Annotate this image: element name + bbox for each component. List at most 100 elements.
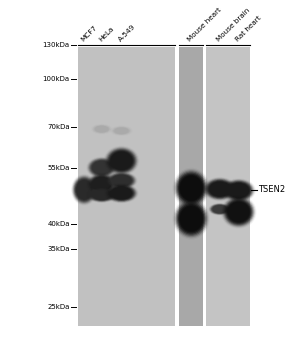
Ellipse shape bbox=[105, 184, 138, 203]
Ellipse shape bbox=[109, 150, 134, 172]
Ellipse shape bbox=[177, 203, 206, 235]
Ellipse shape bbox=[89, 174, 115, 194]
Ellipse shape bbox=[109, 186, 134, 200]
Ellipse shape bbox=[110, 151, 133, 170]
Text: TSEN2: TSEN2 bbox=[258, 185, 285, 194]
Ellipse shape bbox=[213, 205, 226, 213]
Ellipse shape bbox=[111, 152, 132, 170]
Ellipse shape bbox=[226, 200, 251, 224]
Ellipse shape bbox=[204, 178, 236, 201]
Ellipse shape bbox=[106, 172, 137, 189]
Ellipse shape bbox=[210, 204, 230, 215]
Ellipse shape bbox=[212, 205, 227, 214]
Ellipse shape bbox=[210, 204, 229, 215]
Ellipse shape bbox=[179, 205, 203, 232]
Ellipse shape bbox=[222, 179, 255, 202]
Ellipse shape bbox=[107, 148, 136, 173]
Ellipse shape bbox=[87, 187, 116, 203]
Ellipse shape bbox=[112, 126, 131, 135]
Ellipse shape bbox=[180, 176, 202, 200]
Text: 55kDa: 55kDa bbox=[47, 164, 70, 171]
Ellipse shape bbox=[88, 188, 115, 202]
Ellipse shape bbox=[209, 181, 231, 197]
Ellipse shape bbox=[177, 173, 206, 204]
Ellipse shape bbox=[106, 147, 137, 174]
Ellipse shape bbox=[223, 180, 254, 201]
Ellipse shape bbox=[206, 179, 234, 199]
Ellipse shape bbox=[93, 125, 110, 133]
Ellipse shape bbox=[178, 174, 204, 202]
Ellipse shape bbox=[95, 126, 108, 132]
Ellipse shape bbox=[74, 177, 94, 202]
Ellipse shape bbox=[174, 199, 209, 238]
Text: MCF7: MCF7 bbox=[80, 25, 98, 43]
Ellipse shape bbox=[222, 196, 255, 228]
Text: 100kDa: 100kDa bbox=[43, 76, 70, 82]
Ellipse shape bbox=[108, 149, 135, 172]
Ellipse shape bbox=[174, 169, 209, 207]
Ellipse shape bbox=[90, 159, 114, 176]
Ellipse shape bbox=[108, 173, 135, 188]
Ellipse shape bbox=[92, 125, 111, 134]
Text: 70kDa: 70kDa bbox=[47, 124, 70, 130]
Text: Mouse brain: Mouse brain bbox=[215, 8, 251, 43]
Ellipse shape bbox=[180, 206, 202, 231]
Ellipse shape bbox=[107, 173, 136, 189]
Ellipse shape bbox=[93, 177, 111, 191]
Ellipse shape bbox=[92, 124, 112, 134]
Ellipse shape bbox=[108, 186, 135, 201]
Ellipse shape bbox=[211, 204, 229, 214]
Text: 130kDa: 130kDa bbox=[43, 42, 70, 48]
Text: 35kDa: 35kDa bbox=[47, 246, 70, 252]
Text: Rat heart: Rat heart bbox=[234, 15, 262, 43]
Ellipse shape bbox=[179, 175, 203, 201]
Ellipse shape bbox=[93, 125, 110, 133]
Ellipse shape bbox=[76, 180, 92, 199]
Ellipse shape bbox=[88, 158, 115, 177]
Ellipse shape bbox=[224, 181, 253, 201]
Ellipse shape bbox=[104, 147, 138, 175]
Ellipse shape bbox=[224, 198, 253, 226]
Bar bbox=[179, 47, 203, 326]
Ellipse shape bbox=[94, 125, 109, 133]
Ellipse shape bbox=[226, 182, 251, 199]
Ellipse shape bbox=[72, 176, 96, 204]
Ellipse shape bbox=[111, 175, 132, 187]
Ellipse shape bbox=[92, 161, 112, 175]
Ellipse shape bbox=[87, 157, 116, 178]
Ellipse shape bbox=[92, 190, 112, 200]
Ellipse shape bbox=[176, 202, 206, 236]
Ellipse shape bbox=[204, 178, 235, 200]
Ellipse shape bbox=[223, 197, 255, 227]
Ellipse shape bbox=[206, 180, 233, 198]
Ellipse shape bbox=[95, 126, 109, 133]
Ellipse shape bbox=[110, 187, 133, 200]
Ellipse shape bbox=[227, 201, 250, 223]
Ellipse shape bbox=[92, 176, 112, 191]
Ellipse shape bbox=[176, 172, 206, 205]
Text: 40kDa: 40kDa bbox=[47, 221, 70, 227]
Ellipse shape bbox=[227, 183, 250, 198]
Ellipse shape bbox=[228, 202, 249, 222]
Ellipse shape bbox=[76, 180, 93, 200]
Ellipse shape bbox=[107, 185, 136, 202]
Ellipse shape bbox=[175, 200, 208, 237]
Ellipse shape bbox=[112, 175, 131, 186]
Ellipse shape bbox=[212, 205, 228, 214]
Ellipse shape bbox=[91, 160, 113, 175]
Ellipse shape bbox=[229, 183, 249, 198]
Ellipse shape bbox=[209, 203, 231, 215]
Ellipse shape bbox=[90, 175, 114, 193]
Ellipse shape bbox=[73, 177, 95, 203]
Ellipse shape bbox=[75, 178, 93, 201]
Ellipse shape bbox=[210, 182, 230, 196]
Text: A-549: A-549 bbox=[117, 24, 137, 43]
Ellipse shape bbox=[89, 159, 115, 177]
Ellipse shape bbox=[175, 170, 208, 206]
Ellipse shape bbox=[72, 175, 97, 205]
Text: HeLa: HeLa bbox=[97, 26, 115, 43]
Ellipse shape bbox=[208, 181, 232, 198]
Ellipse shape bbox=[91, 189, 113, 201]
Ellipse shape bbox=[87, 173, 116, 195]
Ellipse shape bbox=[111, 187, 132, 199]
